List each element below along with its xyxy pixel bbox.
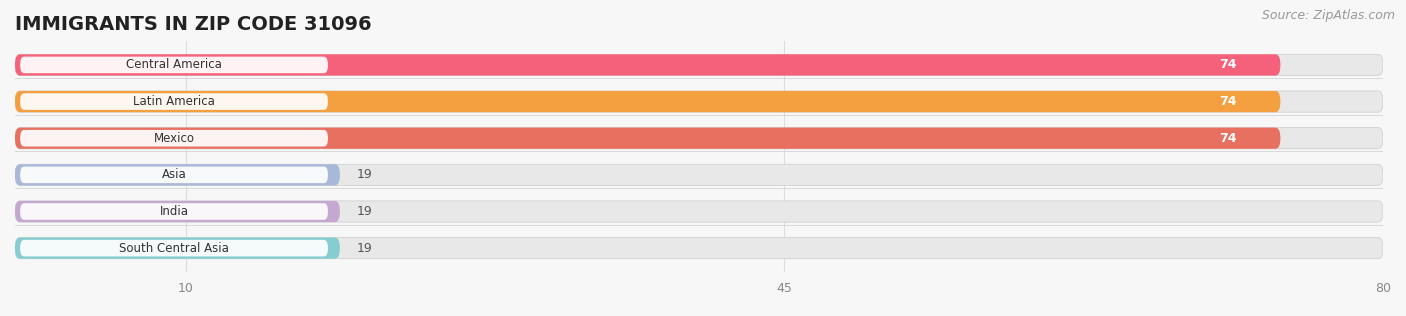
Text: 74: 74: [1219, 132, 1237, 145]
FancyBboxPatch shape: [20, 167, 328, 183]
FancyBboxPatch shape: [15, 238, 340, 259]
FancyBboxPatch shape: [15, 164, 340, 185]
Text: IMMIGRANTS IN ZIP CODE 31096: IMMIGRANTS IN ZIP CODE 31096: [15, 15, 371, 34]
FancyBboxPatch shape: [15, 128, 1384, 149]
FancyBboxPatch shape: [1181, 130, 1275, 147]
FancyBboxPatch shape: [1181, 93, 1275, 110]
Text: 74: 74: [1219, 95, 1237, 108]
Text: 19: 19: [357, 242, 373, 255]
Text: Latin America: Latin America: [134, 95, 215, 108]
Text: 74: 74: [1219, 58, 1237, 71]
Text: South Central Asia: South Central Asia: [120, 242, 229, 255]
FancyBboxPatch shape: [15, 128, 1281, 149]
Text: Asia: Asia: [162, 168, 187, 181]
FancyBboxPatch shape: [15, 201, 1384, 222]
FancyBboxPatch shape: [20, 203, 328, 220]
FancyBboxPatch shape: [15, 91, 1281, 112]
FancyBboxPatch shape: [20, 57, 328, 73]
FancyBboxPatch shape: [20, 93, 328, 110]
FancyBboxPatch shape: [15, 238, 1384, 259]
Text: 19: 19: [357, 168, 373, 181]
Text: India: India: [159, 205, 188, 218]
FancyBboxPatch shape: [1181, 57, 1275, 73]
Text: 19: 19: [357, 205, 373, 218]
FancyBboxPatch shape: [15, 201, 340, 222]
FancyBboxPatch shape: [15, 54, 1281, 76]
FancyBboxPatch shape: [15, 91, 1384, 112]
Text: Mexico: Mexico: [153, 132, 194, 145]
FancyBboxPatch shape: [20, 130, 328, 147]
Text: Source: ZipAtlas.com: Source: ZipAtlas.com: [1261, 9, 1395, 22]
Text: Central America: Central America: [127, 58, 222, 71]
FancyBboxPatch shape: [15, 54, 1384, 76]
FancyBboxPatch shape: [20, 240, 328, 256]
FancyBboxPatch shape: [15, 164, 1384, 185]
